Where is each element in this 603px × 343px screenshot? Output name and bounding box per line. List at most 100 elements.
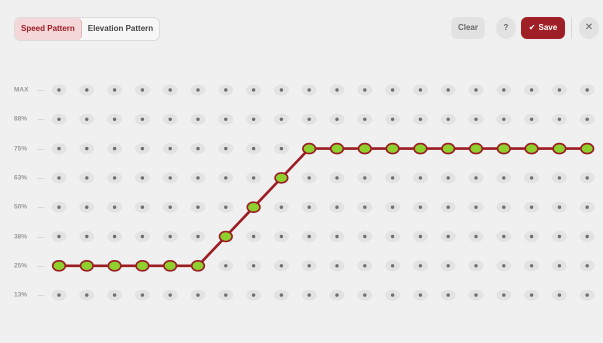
grid-dot[interactable] xyxy=(79,84,95,96)
grid-dot[interactable] xyxy=(162,113,178,125)
grid-dot[interactable] xyxy=(468,289,484,301)
grid-dot[interactable] xyxy=(496,289,512,301)
grid-dot[interactable] xyxy=(357,231,373,242)
grid-dot[interactable] xyxy=(357,260,373,272)
grid-dot[interactable] xyxy=(190,289,206,301)
grid-dot[interactable] xyxy=(79,231,95,242)
grid-dot[interactable] xyxy=(190,201,206,213)
grid-dot[interactable] xyxy=(524,260,540,272)
grid-dot[interactable] xyxy=(301,172,317,184)
grid-dot[interactable] xyxy=(524,201,540,213)
grid-dot[interactable] xyxy=(301,260,317,272)
grid-dot[interactable] xyxy=(190,84,206,96)
pattern-point[interactable] xyxy=(218,230,233,243)
pattern-point[interactable] xyxy=(107,260,122,272)
pattern-point[interactable] xyxy=(302,142,317,155)
grid-dot[interactable] xyxy=(162,201,178,213)
grid-dot[interactable] xyxy=(79,289,95,301)
grid-dot[interactable] xyxy=(273,143,289,155)
grid-dot[interactable] xyxy=(524,172,540,184)
grid-dot[interactable] xyxy=(524,84,540,96)
grid-dot[interactable] xyxy=(579,231,595,242)
grid-dot[interactable] xyxy=(496,260,512,272)
grid-dot[interactable] xyxy=(524,113,540,125)
grid-dot[interactable] xyxy=(273,113,289,125)
grid-dot[interactable] xyxy=(496,172,512,184)
tab-elevation-pattern[interactable]: Elevation Pattern xyxy=(87,24,154,33)
pattern-point[interactable] xyxy=(496,142,511,155)
grid-dot[interactable] xyxy=(246,143,262,155)
grid-dot[interactable] xyxy=(273,289,289,301)
grid-dot[interactable] xyxy=(273,231,289,242)
grid-dot[interactable] xyxy=(51,201,67,213)
grid-dot[interactable] xyxy=(246,84,262,96)
grid-dot[interactable] xyxy=(329,172,345,184)
help-button[interactable]: ? xyxy=(496,17,516,39)
grid-dot[interactable] xyxy=(385,113,401,125)
grid-dot[interactable] xyxy=(134,201,150,213)
grid-dot[interactable] xyxy=(273,260,289,272)
grid-dot[interactable] xyxy=(329,113,345,125)
grid-dot[interactable] xyxy=(385,260,401,272)
grid-dot[interactable] xyxy=(579,289,595,301)
pattern-point[interactable] xyxy=(246,201,261,213)
grid-dot[interactable] xyxy=(440,84,456,96)
grid-dot[interactable] xyxy=(134,143,150,155)
grid-dot[interactable] xyxy=(496,113,512,125)
grid-dot[interactable] xyxy=(385,172,401,184)
tab-speed-pattern[interactable]: Speed Pattern xyxy=(15,18,82,40)
grid-dot[interactable] xyxy=(301,289,317,301)
pattern-point[interactable] xyxy=(385,142,400,155)
grid-dot[interactable] xyxy=(162,231,178,242)
pattern-point[interactable] xyxy=(274,172,289,184)
grid-dot[interactable] xyxy=(162,289,178,301)
grid-dot[interactable] xyxy=(412,172,428,184)
pattern-point[interactable] xyxy=(413,142,428,155)
grid-dot[interactable] xyxy=(246,172,262,184)
grid-dot[interactable] xyxy=(412,113,428,125)
grid-dot[interactable] xyxy=(107,84,123,96)
pattern-point[interactable] xyxy=(357,142,372,155)
grid-dot[interactable] xyxy=(79,172,95,184)
grid-dot[interactable] xyxy=(579,172,595,184)
grid-dot[interactable] xyxy=(329,231,345,242)
grid-dot[interactable] xyxy=(440,201,456,213)
grid-dot[interactable] xyxy=(107,113,123,125)
grid-dot[interactable] xyxy=(190,172,206,184)
grid-dot[interactable] xyxy=(218,84,234,96)
grid-dot[interactable] xyxy=(468,113,484,125)
grid-dot[interactable] xyxy=(329,260,345,272)
pattern-point[interactable] xyxy=(441,142,456,155)
grid-dot[interactable] xyxy=(468,201,484,213)
grid-dot[interactable] xyxy=(440,172,456,184)
grid-dot[interactable] xyxy=(496,201,512,213)
grid-dot[interactable] xyxy=(218,143,234,155)
grid-dot[interactable] xyxy=(440,113,456,125)
grid-dot[interactable] xyxy=(357,289,373,301)
grid-dot[interactable] xyxy=(468,231,484,242)
grid-dot[interactable] xyxy=(162,172,178,184)
grid-dot[interactable] xyxy=(246,289,262,301)
grid-dot[interactable] xyxy=(551,231,567,242)
grid-dot[interactable] xyxy=(162,143,178,155)
grid-dot[interactable] xyxy=(218,201,234,213)
grid-dot[interactable] xyxy=(134,231,150,242)
grid-dot[interactable] xyxy=(273,84,289,96)
grid-dot[interactable] xyxy=(468,172,484,184)
grid-dot[interactable] xyxy=(218,260,234,272)
grid-dot[interactable] xyxy=(412,84,428,96)
pattern-point[interactable] xyxy=(329,142,345,155)
grid-dot[interactable] xyxy=(51,289,67,301)
grid-dot[interactable] xyxy=(496,84,512,96)
grid-dot[interactable] xyxy=(79,113,95,125)
grid-dot[interactable] xyxy=(440,289,456,301)
pattern-point[interactable] xyxy=(51,260,67,272)
grid-dot[interactable] xyxy=(301,201,317,213)
grid-dot[interactable] xyxy=(524,289,540,301)
grid-dot[interactable] xyxy=(107,172,123,184)
grid-dot[interactable] xyxy=(246,231,262,242)
grid-dot[interactable] xyxy=(107,143,123,155)
grid-dot[interactable] xyxy=(385,84,401,96)
grid-dot[interactable] xyxy=(218,113,234,125)
grid-dot[interactable] xyxy=(51,172,67,184)
